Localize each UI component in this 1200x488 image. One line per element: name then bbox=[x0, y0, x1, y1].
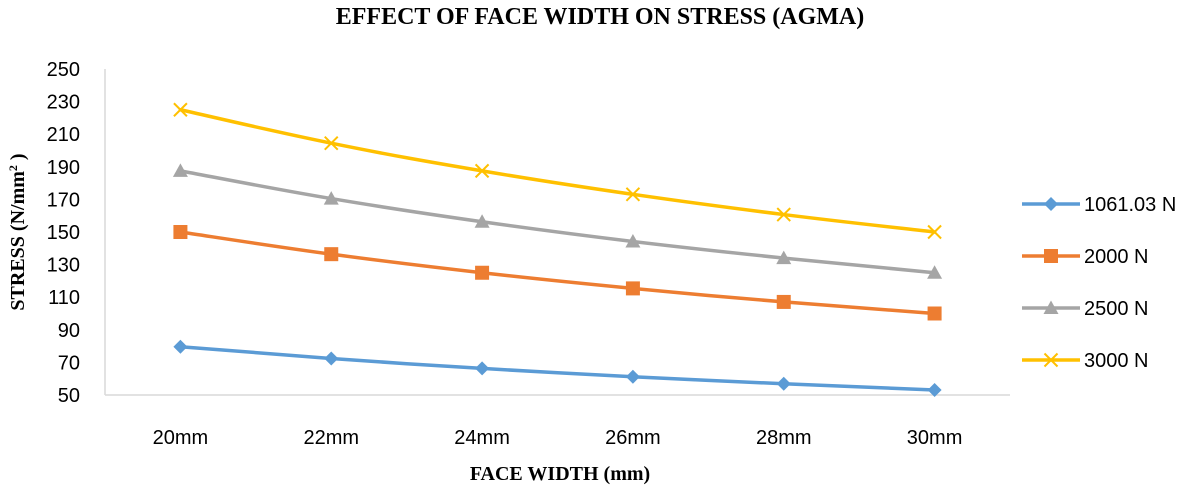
y-tick-label: 90 bbox=[58, 320, 80, 342]
x-tick-label: 28mm bbox=[756, 427, 812, 449]
chart-title: EFFECT OF FACE WIDTH ON STRESS (AGMA) bbox=[336, 4, 865, 30]
series-2500-n bbox=[172, 163, 943, 279]
legend-swatch-marker bbox=[1043, 300, 1059, 314]
data-point bbox=[173, 102, 188, 117]
data-point bbox=[927, 265, 943, 279]
legend-swatch-marker bbox=[1044, 249, 1058, 263]
data-point bbox=[625, 369, 640, 384]
x-tick-label: 24mm bbox=[454, 427, 510, 449]
y-axis-label-end: ) bbox=[7, 153, 29, 165]
data-point bbox=[324, 247, 339, 262]
data-point bbox=[776, 207, 791, 222]
series-line bbox=[178, 169, 937, 275]
legend-item: 1061.03 N bbox=[1022, 194, 1176, 216]
data-point bbox=[173, 339, 188, 354]
data-point bbox=[475, 265, 490, 280]
data-point bbox=[776, 376, 791, 391]
y-tick-label: 130 bbox=[47, 255, 80, 277]
x-ticks: 20mm 22mm 24mm 26mm 28mm 30mm bbox=[153, 427, 963, 449]
y-tick-label: 250 bbox=[47, 59, 80, 81]
legend: 1061.03 N 2000 N 2500 N 3000 N bbox=[1022, 194, 1176, 372]
data-point bbox=[173, 225, 188, 239]
y-tick-label: 210 bbox=[47, 124, 80, 146]
y-tick-label: 230 bbox=[47, 92, 80, 114]
series-line bbox=[178, 230, 937, 316]
data-point bbox=[474, 163, 490, 179]
legend-label: 1061.03 N bbox=[1084, 194, 1176, 216]
data-point bbox=[927, 224, 942, 240]
data-point bbox=[927, 306, 942, 321]
y-tick-label: 70 bbox=[58, 352, 80, 374]
y-axis-label: STRESS (N/mm2 ) bbox=[6, 153, 29, 310]
data-point bbox=[776, 294, 791, 309]
y-axis-label-sup: 2 bbox=[6, 165, 20, 171]
legend-swatch-marker bbox=[1043, 352, 1059, 368]
data-point bbox=[625, 281, 640, 296]
legend-swatch-marker bbox=[1044, 197, 1058, 211]
data-point bbox=[625, 233, 641, 248]
y-tick-label: 50 bbox=[58, 385, 80, 407]
data-point bbox=[172, 163, 188, 177]
data-point bbox=[474, 214, 490, 228]
x-tick-label: 20mm bbox=[153, 427, 209, 449]
x-tick-label: 26mm bbox=[605, 427, 661, 449]
legend-item: 2500 N bbox=[1022, 298, 1149, 320]
data-point bbox=[323, 191, 339, 205]
x-axis-label: FACE WIDTH (mm) bbox=[470, 463, 650, 485]
x-tick-label: 30mm bbox=[907, 427, 963, 449]
legend-item: 3000 N bbox=[1022, 350, 1149, 372]
y-tick-label: 150 bbox=[47, 222, 80, 244]
series-1061-03-n bbox=[173, 339, 942, 397]
series-layer bbox=[172, 102, 943, 397]
data-point bbox=[475, 361, 490, 376]
x-tick-label: 22mm bbox=[303, 427, 359, 449]
legend-item: 2000 N bbox=[1022, 246, 1149, 268]
series-line bbox=[178, 345, 937, 392]
data-point bbox=[324, 135, 339, 151]
series-line bbox=[178, 108, 937, 234]
data-point bbox=[776, 250, 792, 265]
series-2000-n bbox=[173, 225, 942, 321]
data-point bbox=[625, 187, 641, 202]
y-tick-label: 170 bbox=[47, 189, 80, 211]
legend-label: 2000 N bbox=[1084, 246, 1149, 268]
legend-label: 2500 N bbox=[1084, 298, 1149, 320]
y-axis-label-main: STRESS (N/mm bbox=[7, 171, 29, 311]
data-point bbox=[324, 351, 339, 366]
svg-text:STRESS (N/mm2 ): STRESS (N/mm2 ) bbox=[6, 153, 29, 310]
y-tick-label: 190 bbox=[47, 157, 80, 179]
y-ticks: 50 70 90 110 130 150 170 190 210 230 250 bbox=[47, 59, 80, 407]
y-tick-label: 110 bbox=[48, 287, 80, 309]
series-3000-n bbox=[173, 102, 942, 240]
legend-label: 3000 N bbox=[1084, 350, 1149, 372]
data-point bbox=[927, 382, 942, 397]
